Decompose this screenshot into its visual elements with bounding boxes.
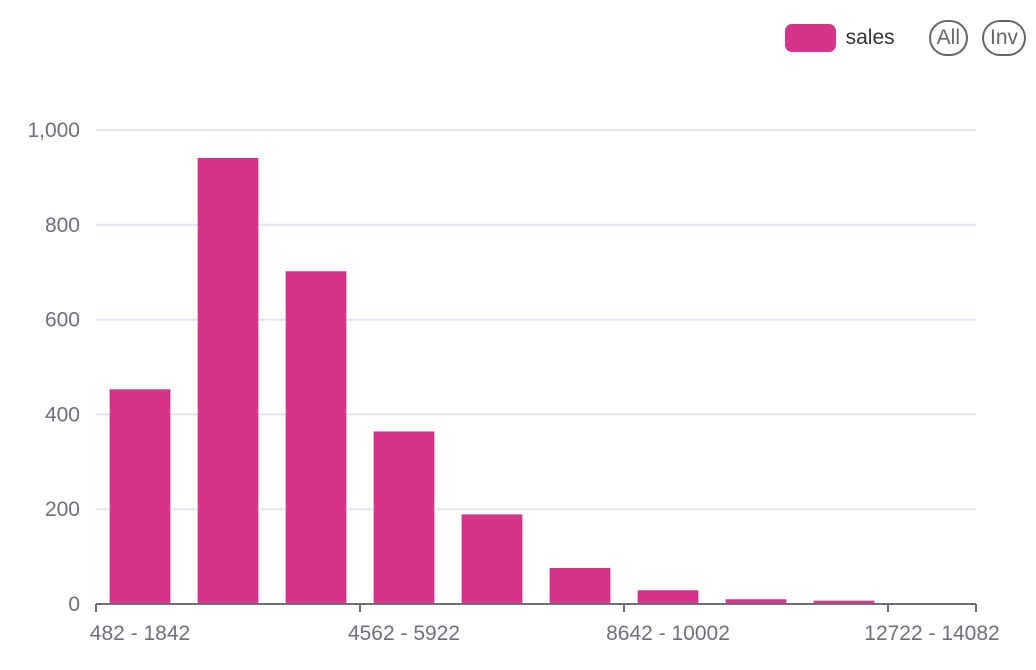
legend: sales All Inv (784, 20, 1026, 56)
bar-6[interactable] (549, 567, 611, 604)
y-axis-tick-labels: 0 200 400 600 800 1,000 (27, 119, 80, 616)
y-tick-label: 800 (45, 214, 80, 237)
y-tick-label: 0 (68, 593, 80, 616)
y-tick-label: 400 (45, 403, 80, 426)
x-tick-label: 4562 - 5922 (348, 622, 460, 645)
x-axis (95, 603, 977, 612)
y-tick-label: 200 (45, 498, 80, 521)
bar-4[interactable] (373, 431, 435, 604)
legend-inverse-button[interactable]: Inv (981, 20, 1026, 56)
y-tick-label: 1,000 (27, 119, 80, 142)
x-axis-tick-labels: 482 - 1842 4562 - 5922 8642 - 10002 12722 -… (90, 622, 1000, 645)
bar-8[interactable] (725, 599, 787, 604)
bar-5[interactable] (461, 514, 523, 604)
bar-1[interactable] (109, 389, 171, 604)
bar-3[interactable] (285, 271, 347, 604)
bar-2[interactable] (197, 157, 259, 604)
bar-7[interactable] (637, 590, 699, 604)
x-tick-label: 482 - 1842 (90, 622, 190, 645)
legend-label-sales[interactable]: sales (845, 26, 895, 49)
legend-swatch-sales[interactable] (784, 24, 836, 52)
bars (109, 157, 963, 604)
y-tick-label: 600 (45, 309, 80, 332)
legend-select-all-button[interactable]: All (928, 20, 968, 56)
x-tick-label: 8642 - 10002 (606, 622, 730, 645)
bar-9[interactable] (813, 600, 875, 604)
x-tick-label: 12722 - 14082 (864, 622, 999, 645)
